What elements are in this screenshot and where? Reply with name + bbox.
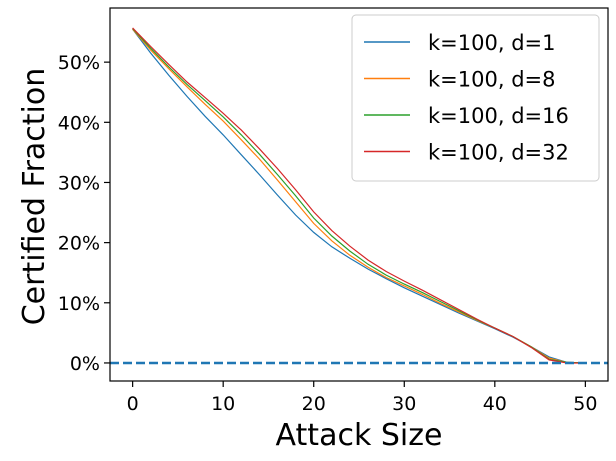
x-tick-label: 0 [127, 393, 139, 415]
x-tick-label: 40 [483, 393, 507, 415]
y-tick-label: 20% [58, 233, 100, 255]
axis-ticks: 0 10 20 30 40 50 0% 10% 20% 30% 40% 50% [58, 52, 598, 415]
series-layer [132, 27, 586, 364]
y-tick-label: 0% [70, 353, 100, 375]
x-tick-label: 30 [392, 393, 416, 415]
legend-label: k=100, d=8 [428, 68, 555, 92]
series-line-4 [132, 27, 586, 364]
legend: k=100, d=1 k=100, d=8 k=100, d=16 k=100, d=… [351, 14, 600, 182]
x-tick-label: 20 [302, 393, 326, 415]
y-axis-title: Certified Fraction [17, 68, 52, 326]
legend-box [351, 14, 600, 182]
legend-label: k=100, d=1 [428, 31, 555, 55]
plot-frame [109, 7, 609, 382]
legend-label: k=100, d=16 [428, 104, 569, 128]
y-tick-label: 40% [58, 112, 100, 134]
y-tick-label: 50% [58, 52, 100, 74]
legend-label: k=100, d=32 [428, 141, 569, 165]
y-tick-label: 30% [58, 172, 100, 194]
x-axis-title: Attack Size [276, 418, 443, 453]
x-tick-label: 50 [573, 393, 597, 415]
x-tick-label: 10 [211, 393, 235, 415]
y-tick-label: 10% [58, 293, 100, 315]
